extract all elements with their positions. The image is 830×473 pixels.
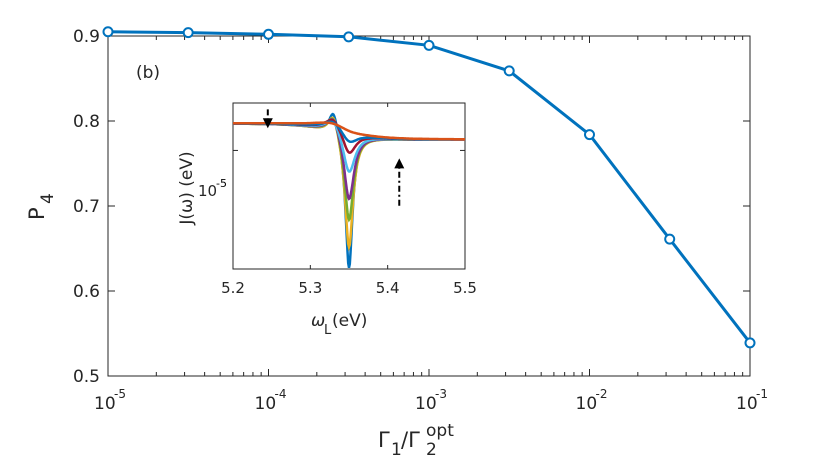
- data-point: [182, 27, 194, 39]
- data-point: [343, 31, 355, 43]
- inset-x-label: ω L (eV): [311, 311, 367, 338]
- data-point: [664, 233, 676, 245]
- y-label-sub: 4: [38, 193, 58, 204]
- x-tick-base: 10: [255, 394, 277, 414]
- x-label-gamma2-sup: opt: [426, 421, 454, 441]
- x-label-gamma1: Γ: [378, 428, 390, 452]
- x-tick-base: 10: [94, 394, 116, 414]
- x-tick-exp: -1: [756, 387, 768, 401]
- inset-arrows: [262, 109, 405, 206]
- main-x-tick-label: 10-1: [736, 387, 768, 414]
- inset-series: [233, 112, 465, 269]
- data-point: [102, 26, 114, 38]
- x-label-gamma1-sub: 1: [391, 440, 402, 460]
- x-label-gamma2-sub: 2: [426, 440, 437, 460]
- main-x-tick-label: 10-2: [576, 387, 608, 414]
- inset-x-label-unit: (eV): [332, 311, 367, 331]
- main-y-ticks: 0.5 0.6 0.7 0.8 0.9: [73, 27, 750, 387]
- inset-x-tick-label: 5.2: [221, 279, 245, 297]
- x-tick-exp: -4: [275, 387, 287, 401]
- inset-y-tick-label: 10 -5: [198, 177, 227, 200]
- main-x-tick-label: 10-4: [255, 387, 287, 414]
- inset-x-label-sub: L: [324, 323, 332, 338]
- x-tick-exp: -3: [435, 387, 447, 401]
- main-y-tick-label: 0.5: [73, 367, 100, 387]
- inset-ticks: 5.2 5.3 5.4 5.5: [221, 103, 477, 297]
- y-label-main: P: [25, 207, 49, 220]
- data-point: [263, 28, 274, 40]
- arrow-up: [394, 158, 405, 206]
- x-tick-exp: -2: [596, 387, 608, 401]
- inset-x-label-main: ω: [311, 311, 325, 331]
- main-y-label: P 4: [25, 193, 58, 220]
- x-tick-base: 10: [576, 394, 598, 414]
- panel-label: (b): [136, 63, 160, 83]
- main-series: [102, 26, 756, 349]
- main-x-ticks: 10-5 10-4 10-3 10-2 10-1: [94, 36, 768, 414]
- x-tick-base: 10: [415, 394, 437, 414]
- data-point: [503, 65, 515, 77]
- x-label-slash-gamma: /Γ: [401, 428, 420, 452]
- data-point: [423, 39, 435, 51]
- inset-y-tick-base: 10: [198, 182, 217, 200]
- inset-curve-8: [233, 121, 465, 141]
- main-y-tick-label: 0.6: [73, 282, 100, 302]
- inset-x-tick-label: 5.3: [298, 279, 322, 297]
- main-y-tick-label: 0.7: [73, 197, 100, 217]
- inset-x-tick-label: 5.5: [453, 279, 477, 297]
- arrow-down: [262, 109, 273, 129]
- main-y-tick-label: 0.8: [73, 112, 100, 132]
- main-x-tick-label: 10-3: [415, 387, 447, 414]
- inset-y-label: J(ω) (eV): [177, 151, 197, 225]
- main-y-tick-label: 0.9: [73, 27, 100, 47]
- inset-y-tick-exp: -5: [216, 177, 227, 190]
- main-x-tick-label: 10-5: [94, 387, 126, 414]
- inset-x-tick-label: 5.4: [376, 279, 400, 297]
- data-point: [584, 129, 595, 141]
- data-point: [744, 337, 756, 349]
- x-tick-base: 10: [736, 394, 758, 414]
- main-x-label: Γ 1 /Γ 2 opt: [378, 421, 454, 460]
- x-tick-exp: -5: [114, 387, 126, 401]
